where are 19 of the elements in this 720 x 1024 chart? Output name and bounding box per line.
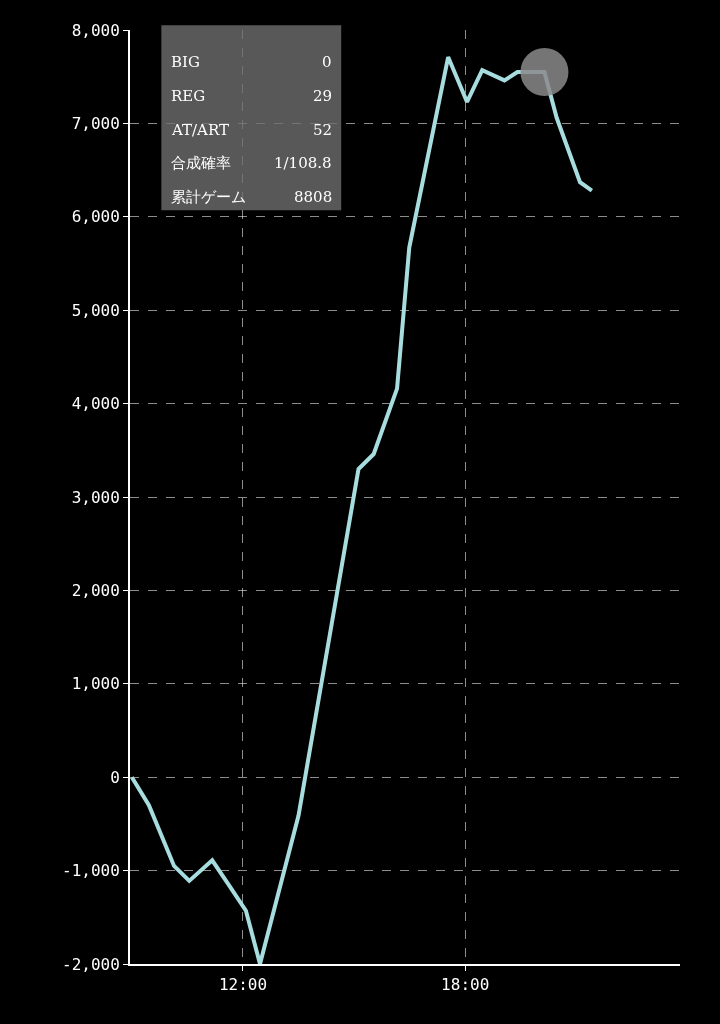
line-series — [130, 55, 594, 964]
text: AT/ART 52 — [172, 121, 333, 139]
y-tick-label: -1,000 — [62, 861, 120, 881]
x-tick-label: 18:00 — [441, 975, 490, 995]
y-tick-label: 2,000 — [71, 581, 120, 600]
text: BIG 0 — [171, 53, 332, 71]
text: REG 29 — [171, 87, 333, 105]
text: 累計ゲーム 8808 — [171, 188, 333, 206]
text: 合成確率 1/108.8 — [171, 154, 332, 172]
y-tick-label: 3,000 — [71, 487, 120, 507]
x-tick-label: 12:00 — [218, 975, 268, 995]
y-tick-label: 7,000 — [71, 114, 120, 133]
y-tick-label: 4,000 — [71, 394, 120, 414]
y-tick-label: 1,000 — [71, 674, 120, 694]
y-tick-label: 0 — [110, 767, 120, 787]
y-tick-label: 5,000 — [71, 300, 120, 320]
y-tick-label: -2,000 — [62, 954, 120, 974]
y-tick-label: 6,000 — [71, 207, 120, 227]
y-tick-label: 8,000 — [71, 20, 120, 40]
